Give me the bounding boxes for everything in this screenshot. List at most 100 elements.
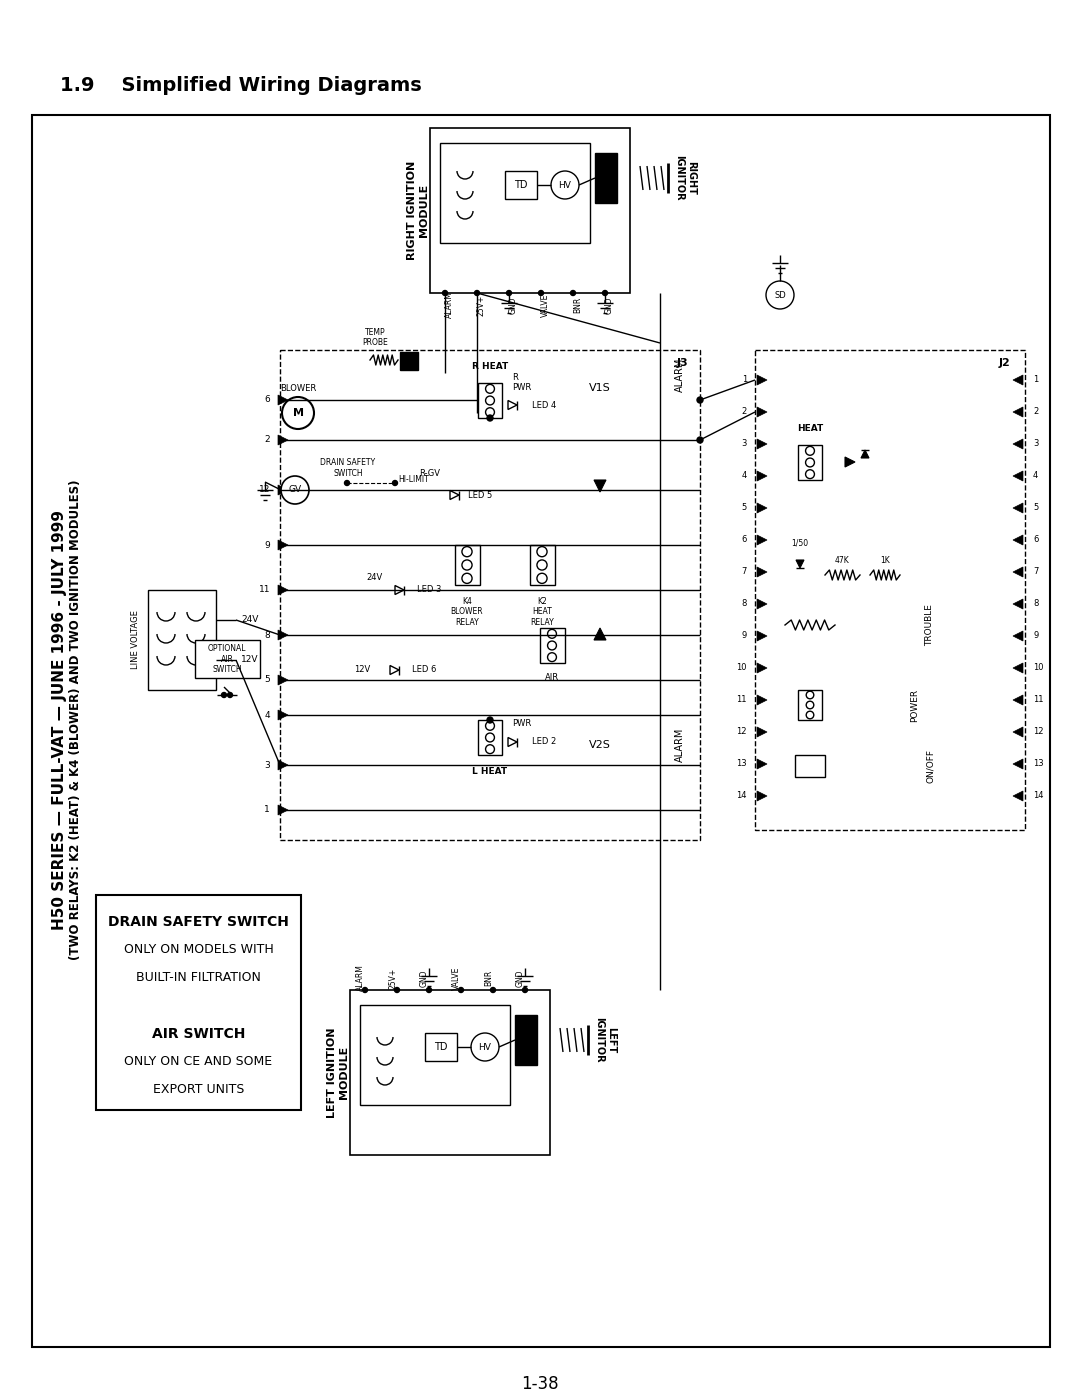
Polygon shape — [1013, 471, 1023, 481]
Polygon shape — [278, 434, 288, 446]
Text: V2S: V2S — [589, 740, 611, 750]
Polygon shape — [1013, 694, 1023, 705]
Text: 2: 2 — [742, 408, 747, 416]
Text: 25V+: 25V+ — [388, 967, 397, 989]
Circle shape — [394, 988, 400, 992]
Polygon shape — [395, 585, 404, 595]
Polygon shape — [1013, 791, 1023, 800]
Text: VALVE: VALVE — [453, 967, 461, 989]
Circle shape — [507, 291, 512, 296]
Text: 3: 3 — [265, 760, 270, 770]
Text: ONLY ON CE AND SOME: ONLY ON CE AND SOME — [124, 1055, 272, 1067]
Text: LEFT IGNITION
MODULE: LEFT IGNITION MODULE — [327, 1027, 349, 1118]
Text: BLOWER: BLOWER — [280, 384, 316, 393]
Bar — [478, 719, 502, 754]
Circle shape — [474, 291, 480, 296]
Text: TD: TD — [514, 180, 528, 190]
Text: LINE VOLTAGE: LINE VOLTAGE — [131, 610, 140, 669]
Text: 6: 6 — [742, 535, 747, 545]
Circle shape — [221, 693, 227, 697]
Polygon shape — [1013, 374, 1023, 386]
Polygon shape — [390, 665, 399, 675]
Bar — [148, 590, 216, 690]
Text: 12V: 12V — [354, 665, 370, 675]
Text: 1: 1 — [1032, 376, 1038, 384]
Bar — [530, 545, 555, 585]
Text: GND: GND — [605, 296, 615, 314]
Circle shape — [392, 481, 397, 486]
Text: 11: 11 — [258, 585, 270, 595]
Text: 11: 11 — [737, 696, 747, 704]
Text: GND: GND — [516, 970, 525, 986]
Circle shape — [603, 291, 607, 296]
Text: 9: 9 — [1032, 631, 1038, 640]
Text: 12: 12 — [258, 486, 270, 495]
Text: K4
BLOWER
RELAY: K4 BLOWER RELAY — [450, 597, 484, 627]
Text: R-GV: R-GV — [419, 469, 441, 478]
Text: DRAIN SAFETY SWITCH: DRAIN SAFETY SWITCH — [108, 915, 289, 929]
Polygon shape — [278, 805, 288, 814]
Text: RIGHT IGNITION
MODULE: RIGHT IGNITION MODULE — [407, 161, 429, 260]
Text: 1.9    Simplified Wiring Diagrams: 1.9 Simplified Wiring Diagrams — [60, 75, 422, 95]
Text: LED 4: LED 4 — [532, 401, 556, 409]
Circle shape — [523, 988, 527, 992]
Text: 6: 6 — [1032, 535, 1038, 545]
Text: LED 5: LED 5 — [468, 490, 492, 500]
Circle shape — [806, 692, 814, 698]
Circle shape — [363, 988, 367, 992]
Polygon shape — [278, 585, 288, 595]
Circle shape — [806, 701, 814, 708]
Text: M: M — [293, 408, 303, 418]
Polygon shape — [757, 567, 767, 577]
Circle shape — [282, 397, 314, 429]
Text: 9: 9 — [742, 631, 747, 640]
Text: 5: 5 — [742, 503, 747, 513]
Polygon shape — [278, 485, 288, 495]
Polygon shape — [1013, 726, 1023, 738]
Bar — [478, 383, 502, 418]
Polygon shape — [1013, 407, 1023, 416]
Text: 12: 12 — [737, 728, 747, 736]
Circle shape — [486, 397, 495, 405]
Bar — [795, 754, 825, 777]
Text: R: R — [512, 373, 518, 383]
Text: POWER: POWER — [910, 689, 919, 722]
Text: 12: 12 — [1032, 728, 1043, 736]
Text: ON/OFF: ON/OFF — [926, 749, 934, 782]
Text: 10: 10 — [1032, 664, 1043, 672]
Text: ALARM: ALARM — [445, 292, 454, 319]
Bar — [455, 545, 480, 585]
Text: 1K: 1K — [880, 556, 890, 564]
Text: VALVE: VALVE — [541, 293, 550, 317]
Polygon shape — [757, 694, 767, 705]
Text: ONLY ON MODELS WITH: ONLY ON MODELS WITH — [123, 943, 273, 956]
Bar — [505, 170, 537, 198]
Polygon shape — [757, 599, 767, 609]
Circle shape — [487, 717, 492, 724]
Text: 4: 4 — [1032, 472, 1038, 481]
Polygon shape — [278, 675, 288, 685]
Polygon shape — [845, 457, 855, 467]
Circle shape — [806, 469, 814, 479]
Bar — [195, 640, 260, 678]
Text: 2: 2 — [1032, 408, 1038, 416]
Text: TEMP
PROBE: TEMP PROBE — [362, 328, 388, 346]
Polygon shape — [1013, 439, 1023, 448]
Circle shape — [486, 384, 495, 394]
Text: GND: GND — [420, 970, 429, 986]
Text: 4: 4 — [265, 711, 270, 719]
Text: EXPORT UNITS: EXPORT UNITS — [152, 1083, 244, 1097]
Circle shape — [462, 560, 472, 570]
Text: V1S: V1S — [589, 383, 611, 393]
Text: 10: 10 — [737, 664, 747, 672]
Text: 3: 3 — [1032, 440, 1038, 448]
Circle shape — [486, 408, 495, 416]
Circle shape — [281, 476, 309, 504]
Circle shape — [548, 630, 556, 638]
Polygon shape — [757, 374, 767, 386]
Circle shape — [766, 281, 794, 309]
Text: 14: 14 — [1032, 792, 1043, 800]
Polygon shape — [757, 664, 767, 673]
Circle shape — [537, 546, 548, 557]
Text: DRAIN SAFETY
SWITCH: DRAIN SAFETY SWITCH — [321, 458, 376, 478]
